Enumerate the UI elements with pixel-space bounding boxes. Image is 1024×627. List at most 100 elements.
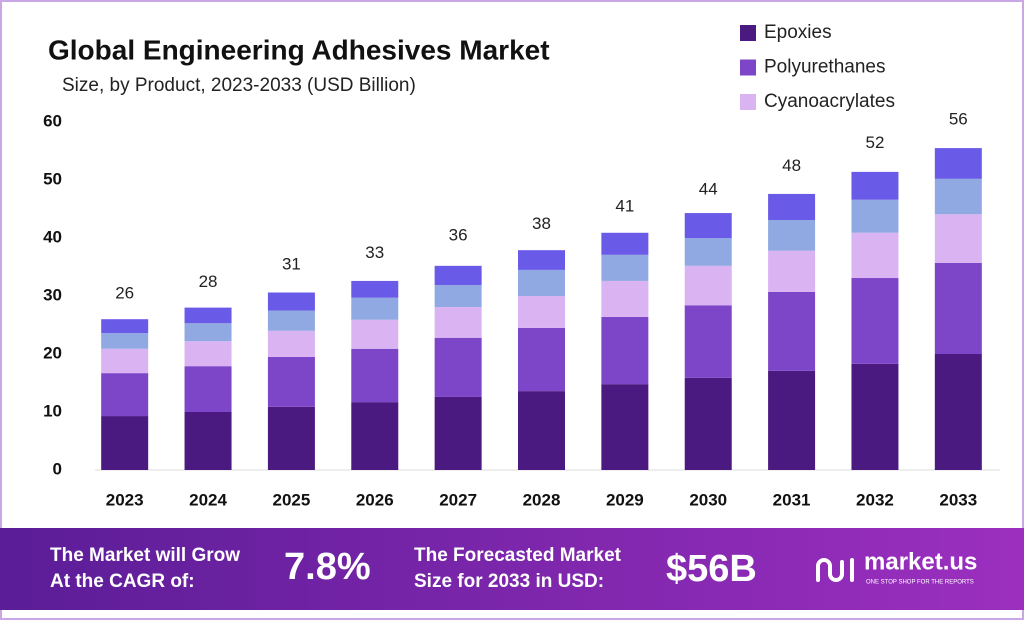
brand: market.us xyxy=(864,548,977,575)
bar-segment xyxy=(768,370,816,470)
bar-segment xyxy=(518,250,565,270)
total-label: 38 xyxy=(532,214,551,233)
total-label: 31 xyxy=(282,255,301,274)
bar-segment xyxy=(684,265,732,306)
bar-segment xyxy=(101,319,149,334)
bar-segment xyxy=(351,319,399,349)
x-tick-label: 2025 xyxy=(272,490,310,509)
x-tick-label: 2023 xyxy=(106,490,144,509)
total-label: 36 xyxy=(449,226,468,245)
bar-segment xyxy=(851,232,899,279)
x-tick-label: 2030 xyxy=(689,490,727,509)
bar-segment xyxy=(184,341,232,367)
legend-label: Polyurethanes xyxy=(764,57,885,78)
bar-segment xyxy=(184,323,232,342)
bar-segment xyxy=(267,310,315,331)
x-tick-label: 2027 xyxy=(439,490,477,509)
x-tick-label: 2031 xyxy=(773,490,811,509)
x-tick-label: 2028 xyxy=(523,490,561,509)
x-tick-label: 2032 xyxy=(856,490,894,509)
bar-segment xyxy=(934,148,982,179)
footer-text: Size for 2033 in USD: xyxy=(414,571,604,592)
bar-segment xyxy=(684,213,732,238)
y-tick-label: 50 xyxy=(43,169,62,188)
y-tick-label: 40 xyxy=(43,227,62,246)
x-tick-label: 2024 xyxy=(189,490,227,509)
bar-segment xyxy=(684,238,732,266)
bar-segment xyxy=(768,250,816,292)
chart-subtitle: Size, by Product, 2023-2033 (USD Billion… xyxy=(62,75,416,96)
bar-segment xyxy=(351,402,399,470)
footer-text: The Market will Grow xyxy=(50,545,240,566)
y-tick-label: 0 xyxy=(53,459,62,478)
bar-segment xyxy=(934,178,982,215)
total-label: 56 xyxy=(949,110,968,129)
legend-label: Epoxies xyxy=(764,22,832,43)
y-tick-label: 60 xyxy=(43,111,62,130)
y-tick-label: 30 xyxy=(43,285,62,304)
x-tick-label: 2026 xyxy=(356,490,394,509)
bar-segment xyxy=(434,307,482,338)
bar-segment xyxy=(601,316,649,385)
bar-segment xyxy=(601,232,649,255)
total-label: 28 xyxy=(199,272,218,291)
bar-segment xyxy=(601,254,649,281)
bar-segment xyxy=(684,305,732,378)
bar-segment xyxy=(934,354,982,470)
total-label: 41 xyxy=(615,197,634,216)
bar-segment xyxy=(851,171,899,200)
footer-text: At the CAGR of: xyxy=(50,571,195,592)
legend-label: Cyanoacrylates xyxy=(764,91,895,112)
y-tick-label: 20 xyxy=(43,343,62,362)
x-tick-label: 2029 xyxy=(606,490,644,509)
bar-segment xyxy=(518,296,565,328)
bar-segment xyxy=(934,214,982,263)
legend-swatch xyxy=(740,59,756,76)
legend-swatch xyxy=(740,25,756,41)
bar-segment xyxy=(601,280,649,317)
logo-icon xyxy=(816,558,854,582)
bar-segment xyxy=(184,366,232,412)
footer-value: 7.8% xyxy=(284,546,371,588)
bar-segment xyxy=(518,327,565,392)
bar-segment xyxy=(351,280,399,298)
bar-segment xyxy=(267,356,315,407)
bar-segment xyxy=(601,384,649,470)
bar-segment xyxy=(684,377,732,470)
footer-text: The Forecasted Market xyxy=(414,545,622,566)
total-label: 52 xyxy=(865,133,884,152)
bar-segment xyxy=(851,363,899,470)
bar-segment xyxy=(101,416,149,470)
bar-segment xyxy=(434,396,482,470)
x-tick-label: 2033 xyxy=(939,490,977,509)
bar-segment xyxy=(851,199,899,233)
total-label: 26 xyxy=(115,284,134,303)
bar-segment xyxy=(851,278,899,364)
total-label: 48 xyxy=(782,156,801,175)
bar-segment xyxy=(184,307,232,324)
tagline: ONE STOP SHOP FOR THE REPORTS xyxy=(866,580,974,586)
bar-segment xyxy=(101,348,149,374)
bar-segment xyxy=(434,265,482,285)
chart-title: Global Engineering Adhesives Market xyxy=(48,34,550,65)
legend-swatch xyxy=(740,94,756,110)
total-label: 33 xyxy=(365,243,384,262)
y-tick-label: 10 xyxy=(43,401,62,420)
footer-value: $56B xyxy=(666,548,757,590)
bar-segment xyxy=(267,406,315,470)
bar-segment xyxy=(434,337,482,397)
bar-segment xyxy=(518,391,565,470)
bar-segment xyxy=(351,297,399,320)
bar-segment xyxy=(934,262,982,354)
bar-segment xyxy=(184,412,232,470)
total-label: 44 xyxy=(699,179,718,198)
bar-segment xyxy=(518,269,565,296)
bar-segment xyxy=(351,348,399,403)
bar-segment xyxy=(768,291,816,371)
bar-segment xyxy=(267,330,315,357)
bar-segment xyxy=(101,333,149,349)
bar-segment xyxy=(768,193,816,221)
bar-segment xyxy=(267,292,315,311)
